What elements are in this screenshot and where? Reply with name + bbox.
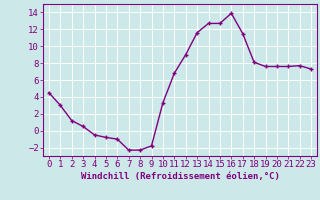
X-axis label: Windchill (Refroidissement éolien,°C): Windchill (Refroidissement éolien,°C) [81, 172, 279, 181]
